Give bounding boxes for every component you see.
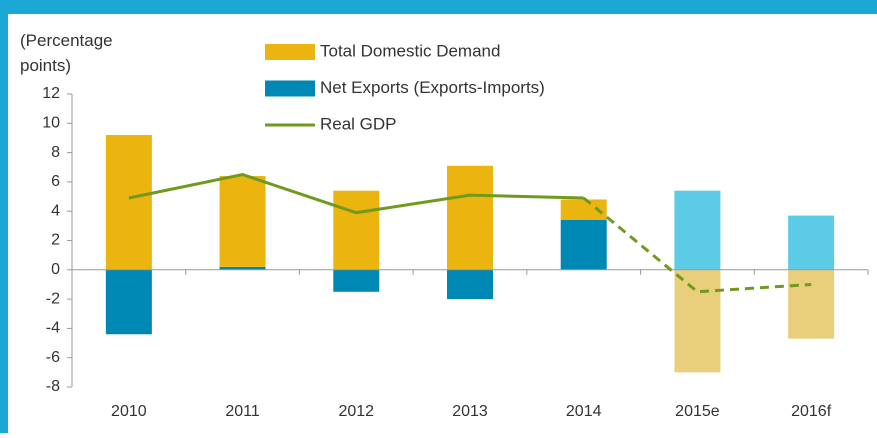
bar	[333, 190, 380, 270]
left-border	[0, 0, 8, 433]
x-tick-label: 2012	[338, 403, 374, 420]
bar	[219, 176, 266, 267]
x-tick-label: 2014	[566, 403, 602, 420]
y-tick-label: 6	[51, 173, 60, 190]
bar	[447, 165, 493, 270]
y-tick-label: 10	[42, 115, 60, 132]
y-tick-label: 8	[51, 144, 60, 161]
bar	[447, 269, 493, 300]
line-segment	[128, 173, 584, 215]
x-tick-label: 2016f	[791, 403, 832, 420]
y-axis-label: (Percentage points)	[20, 31, 113, 75]
top-border	[0, 0, 877, 14]
bar	[105, 135, 152, 270]
bar	[105, 269, 152, 335]
bar	[333, 269, 380, 292]
legend-label: Real GDP	[320, 114, 397, 133]
bar	[560, 199, 607, 220]
bar	[219, 266, 266, 270]
x-tick-label: 2011	[225, 403, 260, 420]
legend-swatch	[265, 44, 315, 60]
legend-label: Net Exports (Exports-Imports)	[320, 78, 545, 97]
legend-label: Total Domestic Demand	[320, 41, 500, 60]
bar	[674, 190, 721, 270]
bar	[674, 269, 721, 373]
x-tick-label: 2010	[111, 403, 147, 420]
y-tick-label: -6	[46, 349, 60, 366]
y-tick-label: 0	[51, 261, 60, 278]
bar	[788, 269, 835, 339]
x-tick-label: 2015e	[675, 403, 720, 420]
y-tick-label: 12	[42, 85, 60, 102]
y-tick-label: -4	[46, 320, 60, 337]
bar	[560, 219, 607, 270]
y-tick-label: 4	[51, 202, 60, 219]
y-tick-label: -8	[46, 378, 60, 395]
bar	[788, 215, 835, 270]
line-segment	[582, 196, 812, 294]
y-tick-label: 2	[51, 232, 60, 249]
y-tick-label: -2	[46, 290, 60, 307]
x-tick-label: 2013	[452, 403, 488, 420]
legend-swatch	[265, 80, 315, 97]
